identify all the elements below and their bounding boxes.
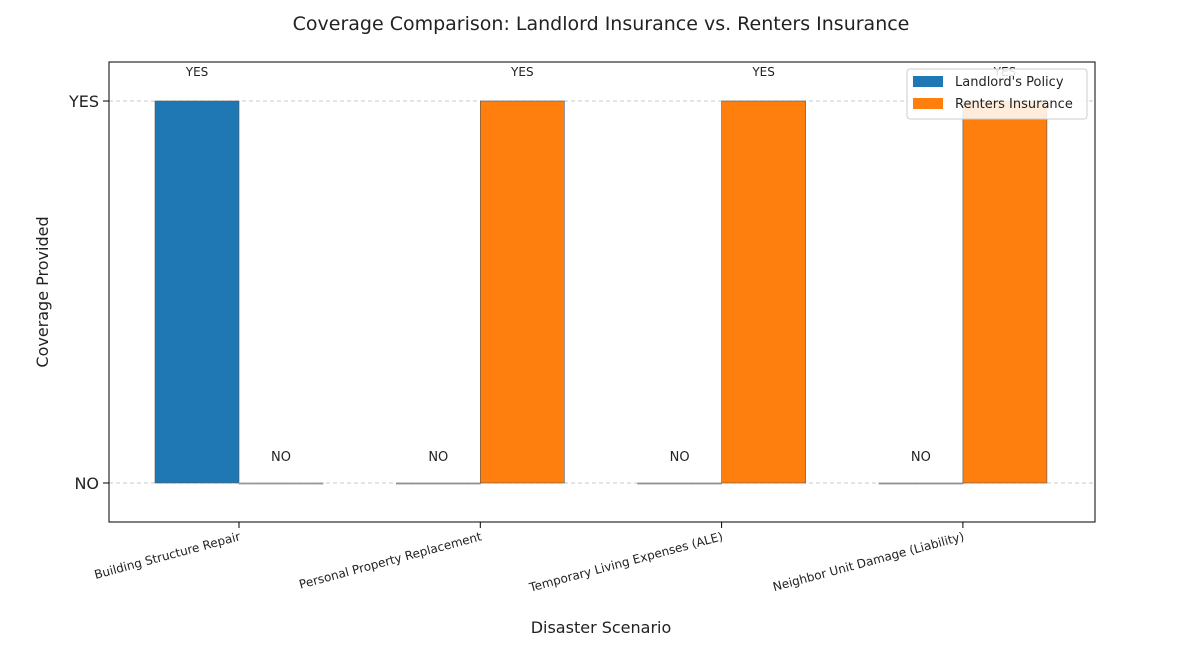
data-labels: YESNONOYESNOYESNOYES: [185, 65, 1016, 465]
y-tick-label: YES: [68, 92, 99, 111]
legend-swatch: [913, 76, 943, 87]
legend: Landlord's Policy Renters Insurance: [906, 68, 1088, 120]
x-tick-label: Personal Property Replacement: [298, 529, 484, 591]
grid-lines: [109, 100, 1095, 484]
bar-landlord: [637, 482, 722, 485]
bars: [154, 100, 1048, 485]
data-label: NO: [271, 450, 291, 465]
y-tick-label: NO: [74, 474, 99, 493]
bar-landlord: [154, 100, 240, 484]
bar-renters: [238, 482, 324, 485]
x-tick-label: Building Structure Repair: [93, 529, 242, 582]
bar-renters: [479, 100, 565, 484]
legend-swatch: [913, 98, 943, 109]
data-label: NO: [670, 450, 690, 465]
y-axis-label: Coverage Provided: [33, 216, 52, 367]
plot-frame: [108, 61, 1096, 523]
legend-box: [906, 68, 1088, 120]
bar-renters: [721, 100, 806, 484]
x-tick-label: Neighbor Unit Damage (Liability): [771, 529, 965, 594]
x-axis-label: Disaster Scenario: [531, 618, 672, 637]
bar-landlord: [878, 482, 964, 485]
y-axis: NO YES: [68, 92, 109, 493]
data-label: YES: [185, 65, 209, 79]
x-axis: Building Structure Repair Personal Proper…: [93, 522, 966, 595]
bar-renters: [962, 100, 1048, 484]
x-tick-label: Temporary Living Expenses (ALE): [527, 529, 725, 594]
data-label: YES: [751, 65, 775, 79]
chart-title: Coverage Comparison: Landlord Insurance …: [293, 13, 910, 35]
data-label: YES: [510, 65, 534, 79]
data-label: NO: [428, 450, 448, 465]
legend-label: Landlord's Policy: [955, 75, 1064, 90]
bar-landlord: [395, 482, 481, 485]
data-label: NO: [911, 450, 931, 465]
legend-label: Renters Insurance: [955, 97, 1073, 112]
